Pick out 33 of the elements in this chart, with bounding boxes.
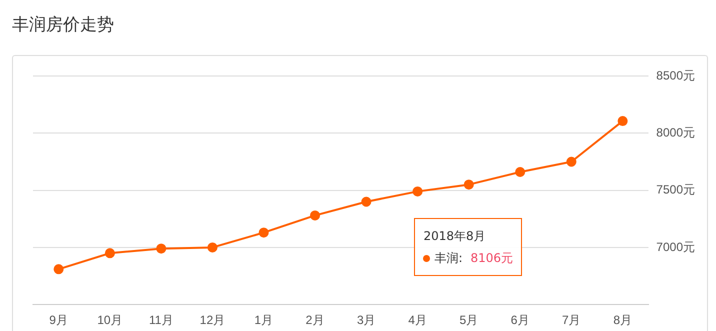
x-tick-label: 2月 [306,313,324,328]
point [207,242,218,252]
annotation: 8106元 [470,250,514,265]
point [566,156,576,167]
point [361,196,372,207]
point [464,180,474,190]
x-tick-label: 5月 [459,313,478,328]
point [412,186,423,196]
legend-label: 丰润 [434,250,458,265]
point [156,244,166,254]
point [104,248,115,258]
x-tick-label: 3月 [356,313,376,328]
y-tick-label: 8500元 [656,68,696,82]
annotation: 2018年8月 [423,228,487,245]
x-tick-label: 10月 [97,313,123,328]
x-tick-label: 4月 [408,313,427,328]
chart-title: 丰润房价走势 [12,14,114,36]
point [515,167,526,178]
y-tick-label: 8000元 [656,125,696,140]
x-tick-label: 12月 [200,313,226,328]
x-tick-label: 11月 [148,313,174,328]
x-tick-label: 9月 [49,313,68,328]
point [310,210,320,220]
y-tick-label: 7000元 [656,240,696,254]
annotation: : [458,250,463,265]
point [54,264,64,274]
x-tick-label: 7月 [562,313,581,328]
y-tick-label: 7500元 [656,182,696,197]
x-tick-label: 1月 [254,313,274,328]
point [618,116,628,126]
x-tick-label: 6月 [510,313,530,328]
x-tick-label: 8月 [613,313,632,328]
point [258,228,269,238]
